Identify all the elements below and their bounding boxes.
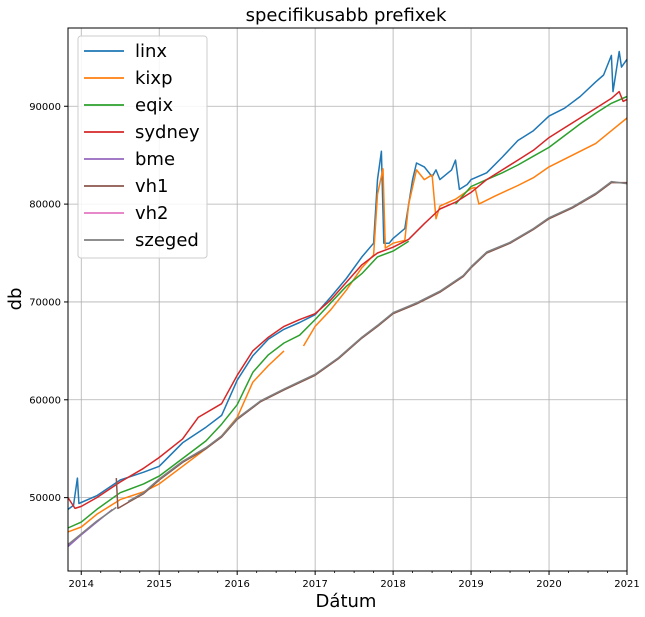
legend-box: [77, 35, 208, 259]
legend-label-bme: bme: [135, 149, 175, 170]
series-line-vh1: [115, 181, 627, 510]
x-tick-label: 2020: [536, 579, 561, 590]
legend-label-kixp: kixp: [135, 68, 173, 89]
y-tick-label: 70000: [29, 297, 61, 308]
y-tick-label: 90000: [29, 102, 61, 113]
legend-label-sydney: sydney: [135, 122, 200, 143]
series-line-eqix: [67, 95, 628, 529]
y-tick-label: 60000: [29, 395, 61, 406]
x-axis-ticks: 2014 2015 2016 2017 2018 2019 2020 2021: [69, 571, 640, 590]
x-tick-label: 2015: [146, 579, 171, 590]
x-tick-label: 2014: [69, 579, 94, 590]
series-line-szeged: [67, 180, 628, 546]
chart-title: specifikusabb prefixek: [246, 5, 447, 26]
legend: linx kixp eqix sydney bme vh1 vh2 szeged: [77, 35, 208, 259]
series-layer: [67, 50, 628, 548]
x-tick-label: 2017: [302, 579, 327, 590]
legend-label-eqix: eqix: [135, 95, 174, 116]
series-line-linx: [67, 50, 628, 511]
legend-label-linx: linx: [135, 41, 167, 62]
x-axis-label: Dátum: [316, 591, 377, 612]
y-axis-ticks: 50000 60000 70000 80000 90000: [29, 102, 68, 504]
y-tick-label: 50000: [29, 493, 61, 504]
x-tick-label: 2018: [380, 579, 405, 590]
x-tick-label: 2019: [458, 579, 483, 590]
plot-frame: [67, 27, 628, 572]
legend-label-vh2: vh2: [135, 203, 169, 224]
x-tick-label: 2021: [614, 579, 639, 590]
series-line-sydney: [67, 90, 628, 510]
legend-label-szeged: szeged: [135, 230, 199, 251]
y-axis-label: db: [5, 288, 26, 311]
legend-label-vh1: vh1: [135, 176, 169, 197]
y-tick-label: 80000: [29, 200, 61, 211]
x-tick-label: 2016: [224, 579, 249, 590]
